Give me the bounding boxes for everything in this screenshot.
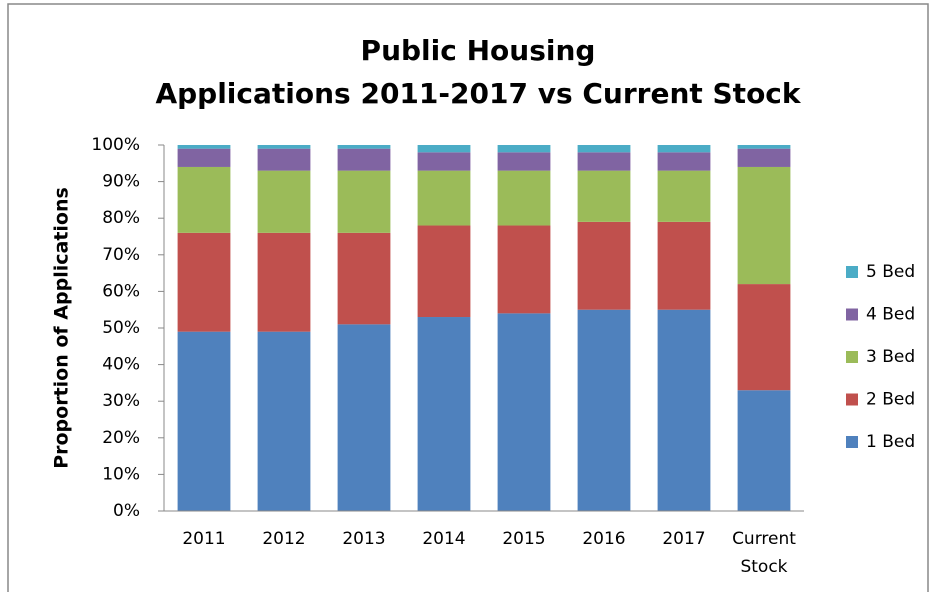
bar-segment	[497, 145, 551, 153]
bar-segment	[417, 317, 471, 511]
bar-segment	[737, 145, 791, 149]
y-tick-label: 60%	[102, 281, 140, 301]
bar-segment	[337, 170, 391, 233]
bar-segment	[657, 170, 711, 222]
bar-segment	[737, 284, 791, 391]
bar-segment	[577, 221, 631, 310]
legend-swatch	[846, 308, 858, 321]
bar-segment	[497, 225, 551, 314]
chart-title: Public Housing	[361, 34, 596, 67]
legend-swatch	[846, 436, 858, 448]
legend-label: 3 Bed	[866, 347, 915, 367]
bar-segment	[577, 309, 631, 511]
bar-segment	[737, 166, 791, 285]
legend-swatch	[846, 266, 858, 278]
bar-segment	[337, 232, 391, 325]
bar-segment	[657, 145, 711, 153]
x-tick-label: 2012	[262, 529, 306, 549]
x-tick-label-box: 2017	[662, 529, 706, 549]
y-tick-label: 10%	[102, 464, 140, 484]
bar-segment	[497, 313, 551, 511]
bar-segment	[737, 148, 791, 167]
y-tick-label: 50%	[102, 318, 140, 338]
x-tick-label-box: 2015	[502, 529, 546, 549]
y-tick-label: 20%	[102, 428, 140, 448]
bar-segment	[257, 331, 311, 511]
x-tick-label-box: 2011	[182, 529, 226, 549]
bar-segment	[177, 166, 231, 233]
x-tick-label-box: 2013	[342, 529, 386, 549]
bar-segment	[657, 309, 711, 511]
y-axis-label: Proportion of Applications	[51, 187, 73, 469]
x-tick-label-box: 2016	[582, 529, 626, 549]
bar-segment	[257, 232, 311, 332]
bar-segment	[417, 145, 471, 153]
x-tick-label: 2015	[502, 529, 546, 549]
bar-segment	[657, 221, 711, 310]
legend-label: 2 Bed	[866, 390, 915, 410]
bar-segment	[577, 170, 631, 222]
bar-segment	[337, 324, 391, 511]
bar-segment	[337, 145, 391, 149]
x-tick-label: 2013	[342, 529, 386, 549]
bar-segment	[177, 145, 231, 149]
x-tick-label: 2016	[582, 529, 626, 549]
x-tick-label: Current Stock	[732, 529, 796, 577]
bar-segment	[257, 170, 311, 233]
y-tick-label: 100%	[91, 135, 140, 155]
bar-segment	[177, 148, 231, 167]
bar-segment	[737, 390, 791, 511]
bar-segment	[577, 145, 631, 153]
chart-title: Applications 2011-2017 vs Current Stock	[155, 77, 801, 110]
bar-segment	[577, 152, 631, 171]
bar-segment	[417, 152, 471, 171]
x-tick-label: 2017	[662, 529, 706, 549]
bar-segment	[337, 148, 391, 171]
bar-segment	[177, 232, 231, 332]
x-tick-label-box: Current Stock	[732, 529, 796, 577]
y-tick-label: 90%	[102, 172, 140, 192]
bar-segment	[177, 331, 231, 511]
bar-segment	[257, 148, 311, 171]
y-tick-label: 40%	[102, 355, 140, 375]
legend-swatch	[846, 393, 858, 406]
bar-segment	[417, 225, 471, 318]
bar-segment	[657, 152, 711, 171]
bar-segment	[417, 170, 471, 226]
y-tick-label: 0%	[113, 501, 140, 521]
x-tick-label-box: 2012	[262, 529, 306, 549]
y-tick-label: 70%	[102, 245, 140, 265]
bar-segment	[497, 170, 551, 226]
legend-label: 5 Bed	[866, 262, 915, 282]
legend-swatch	[846, 351, 858, 363]
x-tick-label: 2011	[182, 529, 226, 549]
legend-label: 1 Bed	[866, 432, 915, 452]
bar-segment	[497, 152, 551, 171]
x-tick-label-box: 2014	[422, 529, 466, 549]
y-tick-label: 80%	[102, 208, 140, 228]
x-tick-label: 2014	[422, 529, 466, 549]
legend-label: 4 Bed	[866, 305, 915, 325]
y-tick-label: 30%	[102, 391, 140, 411]
bar-segment	[257, 145, 311, 149]
